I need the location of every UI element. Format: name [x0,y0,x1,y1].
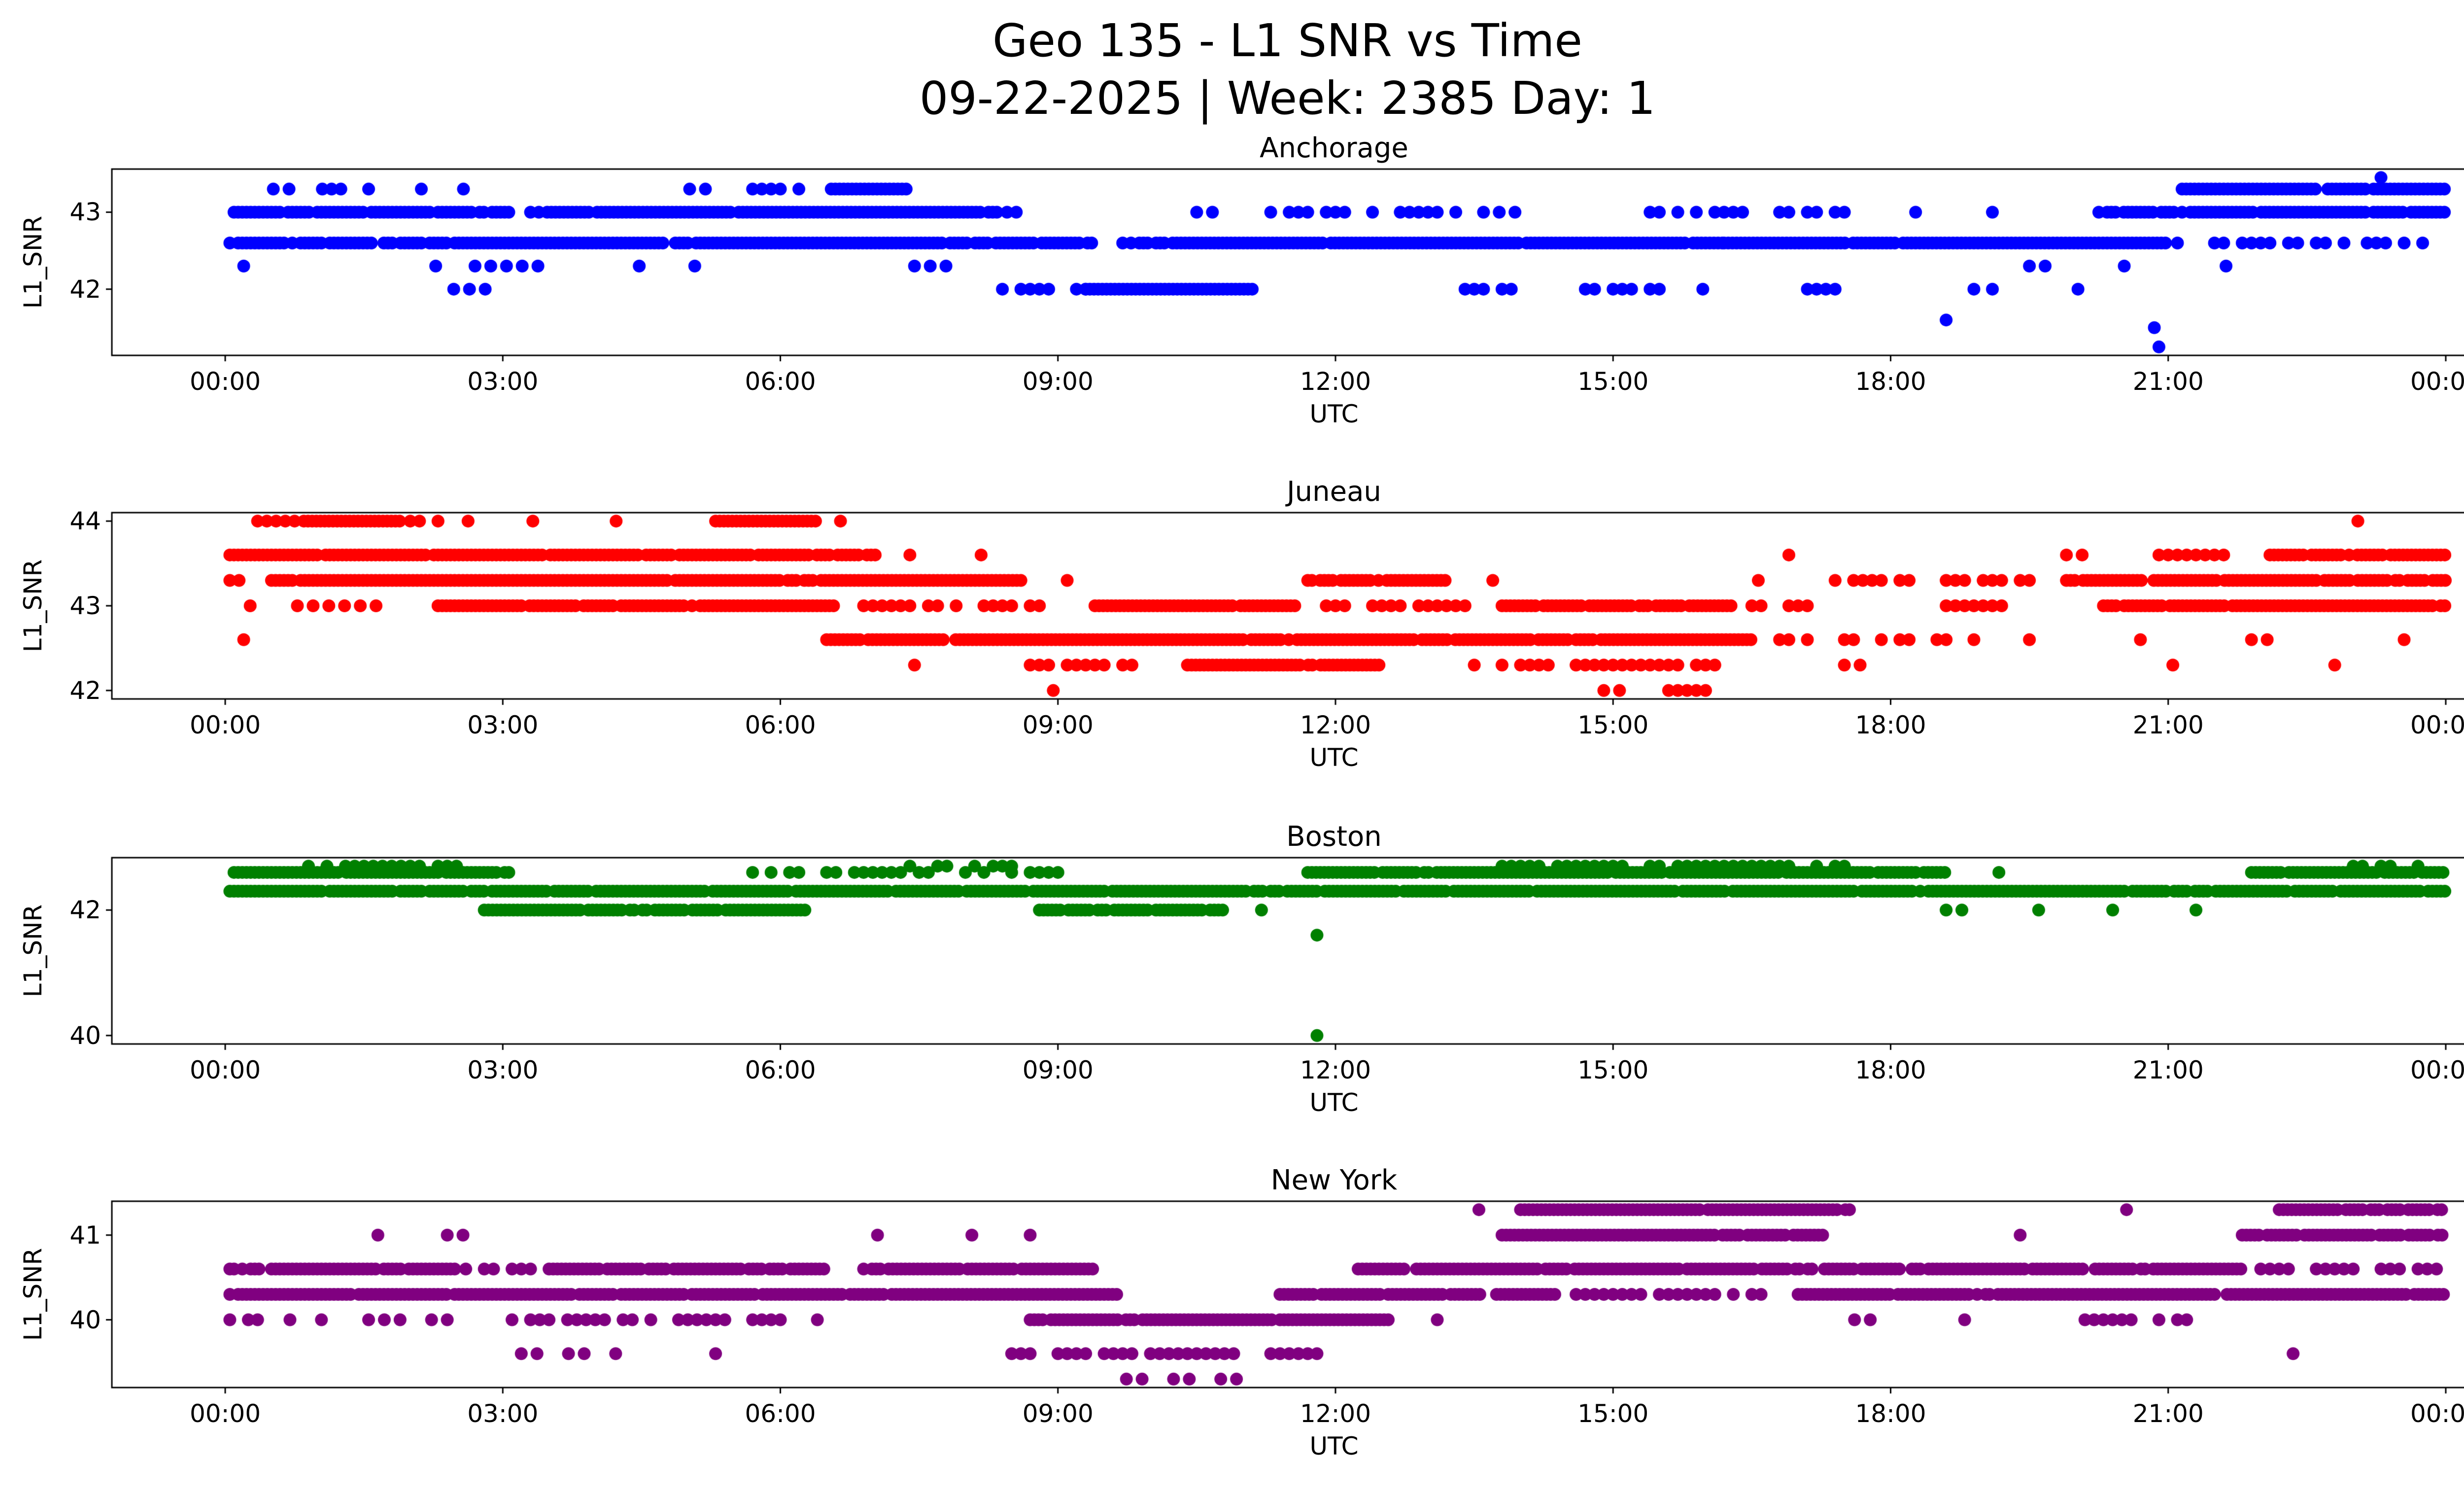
y-tick-label: 42 [69,676,101,705]
x-tick-label: 00:00 [189,711,261,739]
x-tick-label: 09:00 [1022,1056,1094,1084]
y-axis-label-juneau: L1_SNR [19,559,47,653]
y-tick-label: 42 [69,275,101,304]
x-tick-label: 06:00 [745,1399,816,1428]
x-tick-label: 15:00 [1577,367,1649,396]
y-tick-label: 41 [69,1220,101,1250]
subplot-title-boston: Boston [1286,821,1382,853]
x-tick-label: 09:00 [1022,1399,1094,1428]
x-axis-label-anchorage: UTC [1309,400,1359,428]
x-tick-label: 21:00 [2132,1399,2204,1428]
x-tick-label: 00:00 [2410,367,2464,396]
x-tick-label: 00:00 [2410,1399,2464,1428]
x-tick-label: 00:00 [2410,711,2464,739]
x-tick-label: 18:00 [1855,1399,1926,1428]
y-axis-label-boston: L1_SNR [19,904,47,998]
x-tick-label: 21:00 [2132,711,2204,739]
x-tick-label: 00:00 [189,367,261,396]
x-tick-label: 21:00 [2132,367,2204,396]
x-axis-label-juneau: UTC [1309,743,1359,772]
x-tick-label: 12:00 [1300,711,1371,739]
subplot-title-juneau: Juneau [1287,476,1381,508]
y-tick-label: 42 [69,896,101,925]
y-tick-label: 43 [69,591,101,620]
y-axis-label-anchorage: L1_SNR [19,215,47,309]
x-tick-label: 00:00 [189,1399,261,1428]
x-tick-label: 09:00 [1022,711,1094,739]
x-tick-label: 18:00 [1855,1056,1926,1084]
x-tick-label: 06:00 [745,1056,816,1084]
x-tick-label: 03:00 [467,367,539,396]
y-tick-label: 43 [69,198,101,227]
x-tick-label: 15:00 [1577,1056,1649,1084]
x-tick-label: 03:00 [467,1399,539,1428]
x-tick-label: 06:00 [745,367,816,396]
x-tick-label: 06:00 [745,711,816,739]
x-axis-label-boston: UTC [1309,1088,1359,1117]
x-tick-label: 21:00 [2132,1056,2204,1084]
y-tick-label: 40 [69,1305,101,1334]
x-tick-label: 18:00 [1855,711,1926,739]
subplot-title-anchorage: Anchorage [1260,132,1408,164]
x-axis-label-new-york: UTC [1309,1432,1359,1460]
x-tick-label: 09:00 [1022,367,1094,396]
x-tick-label: 00:00 [2410,1056,2464,1084]
y-tick-label: 40 [69,1021,101,1050]
x-tick-label: 12:00 [1300,1399,1371,1428]
x-tick-label: 18:00 [1855,367,1926,396]
figure-title-line1: Geo 135 - L1 SNR vs Time [992,14,1582,67]
figure-title-line2: 09-22-2025 | Week: 2385 Day: 1 [919,72,1656,125]
figure-title: Geo 135 - L1 SNR vs Time 09-22-2025 | We… [0,12,2464,127]
y-axis-label-new-york: L1_SNR [19,1248,47,1341]
y-tick-label: 44 [69,507,101,536]
x-tick-label: 00:00 [189,1056,261,1084]
subplot-title-new-york: New York [1270,1164,1398,1196]
x-tick-label: 03:00 [467,1056,539,1084]
x-tick-label: 12:00 [1300,1056,1371,1084]
x-tick-label: 12:00 [1300,367,1371,396]
x-tick-label: 03:00 [467,711,539,739]
x-tick-label: 15:00 [1577,711,1649,739]
x-tick-label: 15:00 [1577,1399,1649,1428]
